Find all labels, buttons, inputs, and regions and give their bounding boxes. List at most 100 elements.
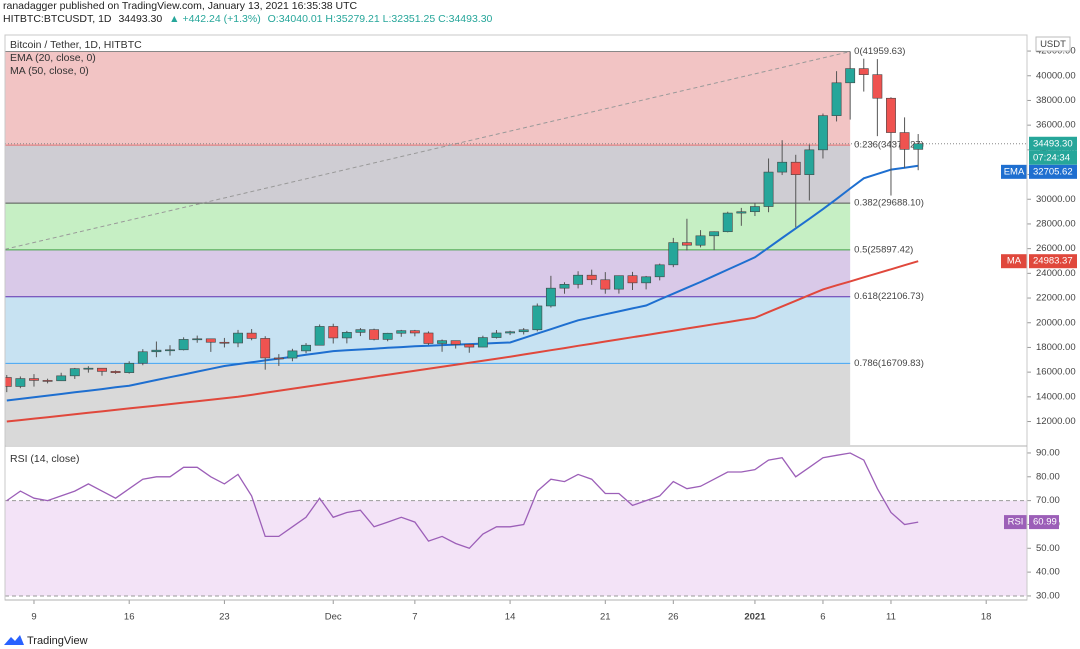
- fib-level-label: 0(41959.63): [854, 46, 905, 57]
- candle-body: [532, 305, 543, 331]
- fib-level-label: 0.382(29688.10): [854, 198, 924, 209]
- y-tick-label: 22000.00: [1036, 293, 1076, 304]
- pane-title: Bitcoin / Tether, 1D, HITBTC: [10, 39, 142, 51]
- candle-body: [450, 340, 461, 345]
- series-tag-name-box: [1001, 254, 1027, 269]
- indicator-line: [6, 260, 919, 423]
- candle-body: [69, 368, 80, 377]
- candle-body: [695, 235, 706, 246]
- candle-body: [137, 351, 148, 364]
- x-tick-label: 14: [505, 612, 516, 623]
- series-value-tag-text: 24983.37: [1033, 256, 1073, 267]
- candle-body: [613, 275, 624, 290]
- fib-level-label: 0.786(16709.83): [854, 358, 924, 369]
- fib-level-label: 0.618(22106.73): [854, 291, 924, 302]
- candle-body: [260, 338, 271, 359]
- candle-body: [151, 349, 162, 353]
- x-tick-label: 23: [219, 612, 230, 623]
- candle-body: [790, 161, 801, 175]
- fib-zone: [5, 363, 851, 445]
- candle-body: [573, 274, 584, 285]
- candle-body: [654, 264, 665, 278]
- countdown-tag-box: [1029, 150, 1077, 165]
- x-tick-label: 26: [668, 612, 679, 623]
- candle-body: [273, 357, 284, 360]
- series-tag-name-box: [1001, 164, 1027, 179]
- candle-body: [233, 332, 243, 344]
- price-pane: 0(41959.63) 0.236(34378.27) 0.382(29688.10…: [5, 46, 1027, 445]
- candle-body: [777, 161, 788, 173]
- rsi-band: [5, 500, 1027, 596]
- x-tick-label: 16: [124, 612, 135, 623]
- candle-body: [586, 274, 597, 281]
- candle-body: [668, 242, 679, 266]
- candle-body: [409, 330, 420, 334]
- candle-body: [886, 97, 896, 133]
- candle-body: [97, 367, 107, 372]
- candle-body: [709, 231, 720, 237]
- symbol: HITBTC:BTCUSDT, 1D: [3, 13, 112, 25]
- y-tick-label: 36000.00: [1036, 120, 1076, 131]
- candle-body: [382, 332, 393, 340]
- y-tick-label: 70.00: [1036, 495, 1060, 506]
- candle-body: [15, 378, 26, 387]
- fib-zone: [5, 203, 851, 250]
- x-tick-label: 21: [600, 612, 611, 623]
- candle-body: [437, 340, 447, 344]
- candle-body: [29, 378, 39, 381]
- fib-zone: [5, 145, 851, 204]
- candle-body: [355, 329, 366, 333]
- x-tick-label: Dec: [325, 612, 342, 623]
- x-tick-label: 7: [412, 612, 417, 623]
- candle-body: [600, 279, 611, 290]
- candle-body: [42, 380, 53, 382]
- y-tick-label: 30000.00: [1036, 194, 1076, 205]
- candle-body: [301, 344, 311, 352]
- x-tick-label: 2021: [744, 612, 766, 623]
- currency-box: [1035, 36, 1071, 52]
- series-value-tag-box: [1029, 164, 1077, 179]
- logo-icon: [4, 635, 24, 645]
- y-tick-label: 26000.00: [1036, 243, 1076, 254]
- candle-body: [872, 74, 883, 99]
- candle-body: [110, 371, 121, 373]
- series-value-tag-text: 32705.62: [1033, 166, 1073, 177]
- x-tick-label: 11: [886, 612, 896, 623]
- fib-zone: [5, 296, 851, 364]
- fib-level-label: 0.5(25897.42): [854, 244, 913, 255]
- candle-body: [845, 68, 856, 84]
- candle-body: [763, 171, 774, 207]
- overlay: 12000.00 14000.00 16000.00 18000.00 20000.00…: [31, 46, 1077, 623]
- candle-body: [5, 377, 12, 387]
- candle-body: [545, 287, 556, 307]
- candle-body: [287, 350, 298, 359]
- fib-zone: [5, 51, 851, 146]
- x-tick-label: 9: [31, 612, 36, 623]
- legend-ema: EMA (20, close, 0): [10, 52, 96, 64]
- y-tick-label: 12000.00: [1036, 416, 1076, 427]
- y-tick-label: 90.00: [1036, 447, 1060, 458]
- candle-body: [369, 329, 379, 340]
- candle-body: [831, 82, 842, 116]
- rsi-value-tag-box: [1029, 515, 1059, 530]
- trend-line: [5, 51, 851, 250]
- x-tick-label: 18: [981, 612, 992, 623]
- y-tick-label: 30.00: [1036, 590, 1060, 601]
- fib-level-label: 0.236(34378.27): [854, 140, 924, 151]
- candle-body: [178, 339, 189, 351]
- candle-body: [165, 349, 175, 352]
- last-price-tag-text: 34493.30: [1033, 138, 1073, 149]
- fib-zone: [5, 249, 851, 297]
- rsi-tag-name-box: [1004, 515, 1027, 530]
- series-value-tag-box: [1029, 254, 1077, 269]
- indicator-line: [6, 164, 919, 402]
- candle-body: [56, 375, 67, 382]
- rsi-tag-name: RSI: [1008, 517, 1024, 528]
- candle-body: [491, 332, 502, 338]
- y-tick-label: 50.00: [1036, 543, 1060, 554]
- candle-body: [818, 115, 828, 151]
- candle-body: [423, 332, 434, 344]
- rsi-value-tag-text: 60.99: [1033, 517, 1057, 528]
